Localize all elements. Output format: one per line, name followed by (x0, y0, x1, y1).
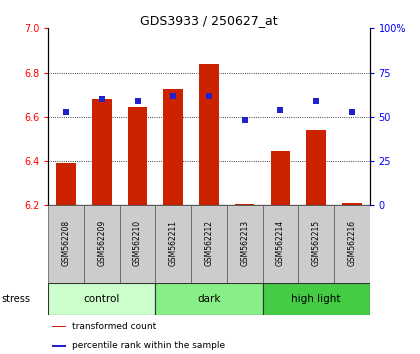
Bar (163, 89, 183, 205)
Text: GSM562210: GSM562210 (133, 219, 142, 266)
Bar (334, 205, 370, 283)
Bar (235, 204, 255, 205)
Bar (262, 283, 370, 315)
Bar (342, 203, 362, 205)
Text: GSM562212: GSM562212 (205, 220, 213, 266)
Text: control: control (84, 294, 120, 304)
Text: stress: stress (1, 294, 31, 304)
Text: GSM562215: GSM562215 (312, 219, 320, 266)
Bar (120, 205, 155, 283)
Text: GSM562209: GSM562209 (97, 219, 106, 266)
Bar (155, 205, 191, 283)
Text: GSM562211: GSM562211 (169, 220, 178, 266)
Bar (262, 205, 298, 283)
Text: percentile rank within the sample: percentile rank within the sample (72, 342, 226, 350)
Bar (52, 326, 66, 327)
Point (134, 98, 141, 104)
Text: GSM562214: GSM562214 (276, 219, 285, 266)
Bar (298, 205, 334, 283)
Point (312, 98, 319, 104)
Point (170, 93, 177, 98)
Point (349, 109, 355, 114)
Text: GSM562208: GSM562208 (62, 219, 71, 266)
Title: GDS3933 / 250627_at: GDS3933 / 250627_at (140, 14, 278, 27)
Point (241, 118, 248, 123)
Bar (52, 345, 66, 347)
Bar (306, 130, 326, 205)
Bar (128, 107, 147, 205)
Text: dark: dark (197, 294, 220, 304)
Bar (199, 64, 219, 205)
Text: GSM562213: GSM562213 (240, 219, 249, 266)
Bar (227, 205, 262, 283)
Bar (191, 205, 227, 283)
Text: high light: high light (291, 294, 341, 304)
Bar (270, 151, 290, 205)
Bar (84, 205, 120, 283)
Bar (92, 99, 112, 205)
Point (277, 107, 284, 113)
Text: GSM562216: GSM562216 (347, 219, 356, 266)
Point (63, 109, 70, 114)
Text: transformed count: transformed count (72, 322, 157, 331)
Bar (56, 163, 76, 205)
Point (98, 96, 105, 102)
Bar (48, 283, 155, 315)
Bar (155, 283, 262, 315)
Point (206, 93, 212, 98)
Bar (48, 205, 84, 283)
